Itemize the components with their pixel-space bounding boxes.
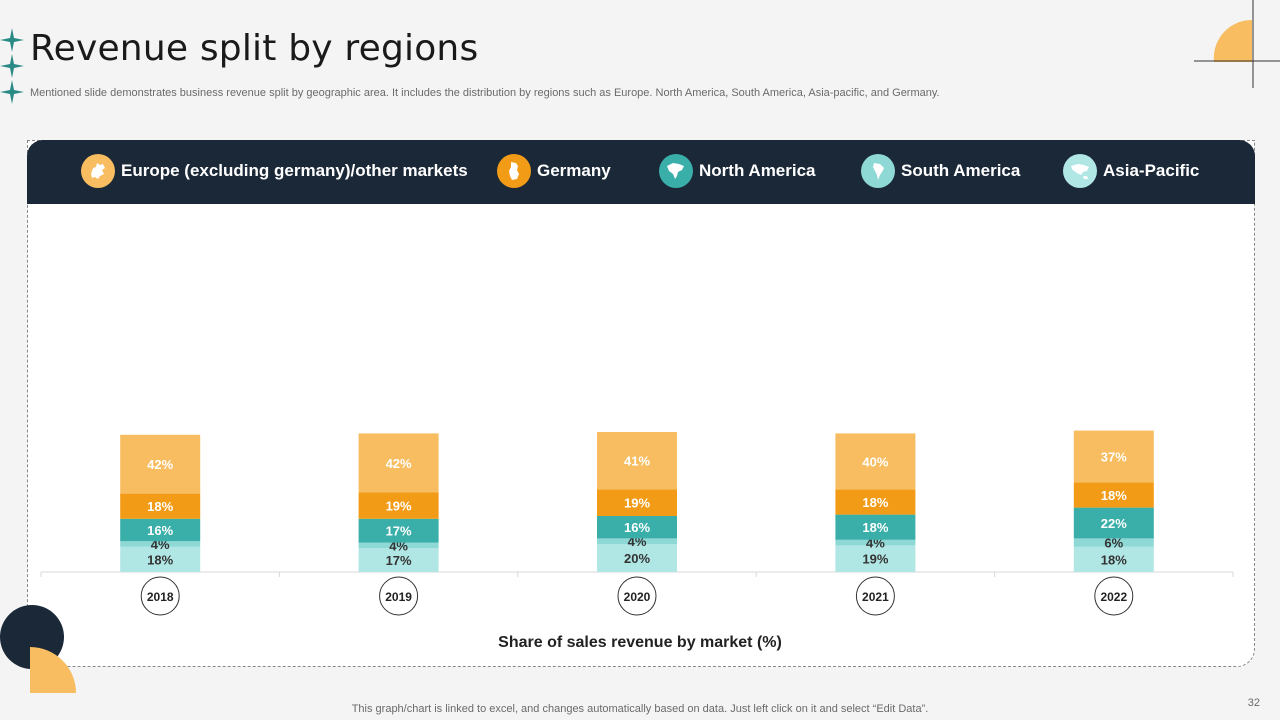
data-label: 37% (1101, 450, 1127, 465)
bar-segment (358, 492, 439, 519)
bar-segment (358, 433, 439, 493)
bar-segment (835, 545, 916, 572)
corner-decoration-icon (1194, 0, 1280, 88)
north-america-map-icon (659, 154, 693, 188)
data-label: 22% (1101, 516, 1127, 531)
bar-segment (1073, 482, 1154, 508)
legend-item-north-america: North America (659, 154, 816, 188)
data-label: 18% (862, 495, 888, 510)
data-label: 40% (862, 454, 888, 469)
x-tick-label: 2022 (1100, 590, 1127, 604)
bar-segment (1073, 430, 1154, 483)
bar-segment (597, 538, 677, 544)
category-badge (855, 576, 895, 616)
legend-item-germany: Germany (497, 154, 611, 188)
x-tick-label: 2021 (862, 590, 889, 604)
legend-label: Asia-Pacific (1103, 161, 1200, 180)
legend-label: Germany (537, 161, 611, 180)
bar-segment (120, 541, 201, 547)
data-label: 42% (147, 457, 173, 472)
bar-segment (597, 516, 677, 539)
category-badge (379, 576, 419, 616)
data-label: 20% (624, 551, 650, 566)
bar-segment (597, 432, 677, 490)
page-number: 32 (1247, 697, 1260, 709)
bar-segment (597, 544, 677, 572)
data-label: 18% (1101, 552, 1127, 567)
data-label: 17% (386, 524, 412, 539)
bar-segment (835, 433, 916, 490)
data-label: 19% (386, 499, 412, 514)
legend-item-asia-pacific: Asia-Pacific (1063, 154, 1199, 188)
category-badge (617, 576, 657, 616)
bar-segment (358, 542, 439, 549)
bar-segment (120, 546, 201, 572)
data-label: 16% (147, 523, 173, 538)
bar-segment (358, 518, 439, 543)
bar-segment (1073, 546, 1154, 572)
data-label: 42% (386, 456, 412, 471)
x-tick-label: 2019 (385, 590, 412, 604)
data-label: 18% (1101, 488, 1127, 503)
south-america-map-icon (861, 154, 895, 188)
legend-label: South America (901, 161, 1021, 180)
asia-pacific-map-icon (1063, 154, 1097, 188)
data-label: 19% (624, 496, 650, 511)
data-label: 18% (147, 499, 173, 514)
x-tick-label: 2020 (624, 590, 651, 604)
bar-segment (835, 539, 916, 546)
data-label: 18% (862, 520, 888, 535)
data-label: 19% (862, 552, 888, 567)
bar-segment (120, 434, 201, 494)
page-title: Revenue split by regions (30, 28, 479, 69)
bar-segment (1073, 538, 1154, 547)
bar-segment (1073, 507, 1154, 539)
data-label: 6% (1104, 536, 1123, 551)
bar-segment (358, 548, 439, 572)
data-label: 17% (386, 553, 412, 568)
category-badge (1094, 576, 1134, 616)
bar-segment (120, 518, 201, 542)
footer-note: This graph/chart is linked to excel, and… (351, 703, 929, 715)
page-subtitle: Mentioned slide demonstrates business re… (30, 87, 940, 99)
chart-legend: Europe (excluding germany)/other markets… (27, 140, 1255, 204)
bottom-left-decoration-icon (0, 605, 76, 693)
data-label: 18% (147, 552, 173, 567)
legend-item-europe: Europe (excluding germany)/other markets (81, 154, 468, 188)
germany-map-icon (497, 154, 531, 188)
category-badge (140, 576, 180, 616)
bar-segment (597, 489, 677, 516)
stacked-bar-chart: 18%4%16%18%42%201817%4%17%19%42%201920%4… (40, 430, 1234, 651)
legend-item-south-america: South America (861, 154, 1020, 188)
bar-segment (835, 514, 916, 540)
legend-label: North America (699, 161, 816, 180)
x-tick-label: 2018 (147, 590, 174, 604)
data-label: 41% (624, 454, 650, 469)
europe-map-icon (81, 154, 115, 188)
data-label: 16% (624, 520, 650, 535)
legend-label: Europe (excluding germany)/other markets (121, 161, 468, 180)
bar-segment (835, 489, 916, 515)
sparkle-decoration-icon (0, 28, 24, 104)
x-axis-title: Share of sales revenue by market (%) (498, 634, 782, 651)
bar-segment (120, 493, 201, 519)
